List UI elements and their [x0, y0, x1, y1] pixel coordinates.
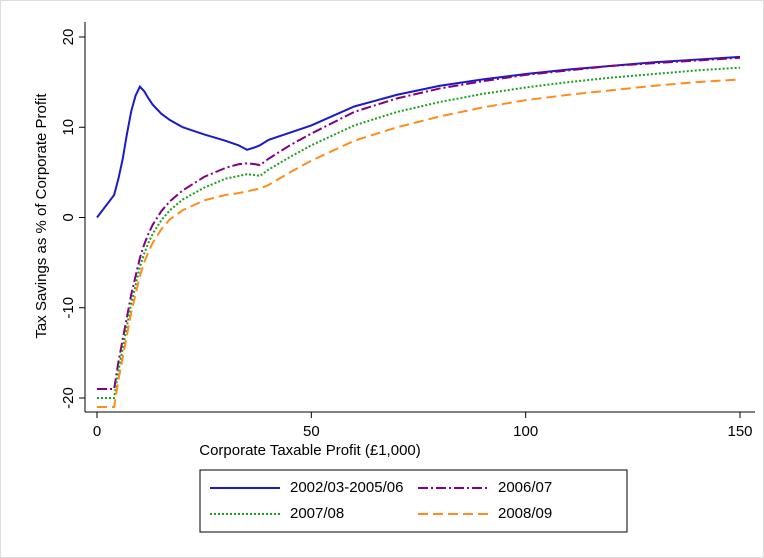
series-line: [96, 55, 741, 219]
y-tick-label: 0: [60, 213, 77, 221]
legend-box: [199, 469, 628, 533]
x-tick-label: 100: [513, 423, 538, 440]
y-tick-label: 10: [60, 119, 77, 136]
y-axis-title: Tax Savings as % of Corporate Profit: [33, 93, 50, 339]
legend-label: 2008/09: [498, 505, 552, 522]
y-tick-label: -20: [60, 387, 77, 409]
x-tick-label: 150: [727, 423, 752, 440]
legend-label: 2006/07: [498, 479, 552, 496]
series-line: [97, 66, 741, 399]
series-line: [97, 56, 741, 390]
legend-label: 2007/08: [290, 505, 344, 522]
legend-label: 2002/03-2005/06: [290, 479, 403, 496]
series-line: [97, 78, 741, 409]
y-tick-label: 20: [60, 29, 77, 46]
y-tick-label: -10: [60, 297, 77, 319]
x-tick-label: 50: [303, 423, 320, 440]
x-axis-title: Corporate Taxable Profit (£1,000): [199, 442, 421, 459]
x-tick-label: 0: [93, 423, 101, 440]
